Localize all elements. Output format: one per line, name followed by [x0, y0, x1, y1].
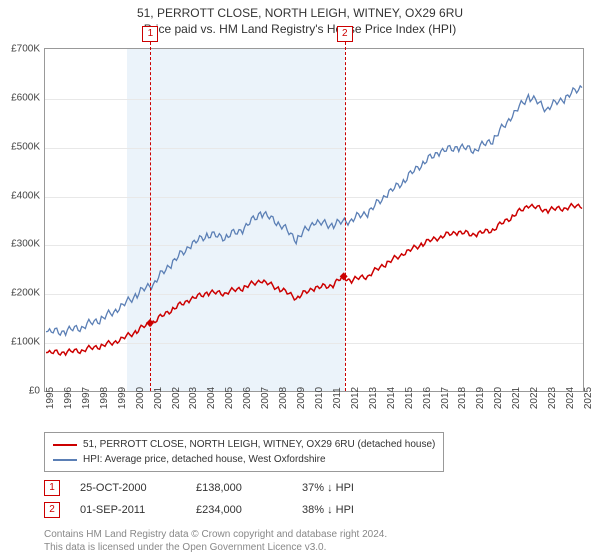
x-tick-label: 2024 [565, 387, 576, 409]
x-tick-label: 2009 [296, 387, 307, 409]
x-tick-label: 2010 [314, 387, 325, 409]
x-tick-label: 2000 [135, 387, 146, 409]
x-tick-label: 2017 [440, 387, 451, 409]
footer-line1: Contains HM Land Registry data © Crown c… [44, 528, 387, 541]
x-tick-label: 2021 [511, 387, 522, 409]
x-tick-label: 2016 [422, 387, 433, 409]
x-tick-label: 2008 [278, 387, 289, 409]
chart-container: 51, PERROTT CLOSE, NORTH LEIGH, WITNEY, … [0, 0, 600, 560]
x-tick-label: 2003 [188, 387, 199, 409]
x-tick-label: 1996 [63, 387, 74, 409]
plot-area: 12 [44, 48, 584, 392]
marker-box: 2 [337, 26, 353, 42]
x-tick-label: 1997 [81, 387, 92, 409]
y-tick-label: £0 [0, 386, 40, 397]
plot-svg [45, 49, 583, 391]
sale-price: £234,000 [196, 504, 296, 516]
x-tick-label: 2023 [547, 387, 558, 409]
sale-row: 1 25-OCT-2000 £138,000 37% ↓ HPI [44, 480, 354, 496]
y-tick-label: £100K [0, 337, 40, 348]
legend-label: HPI: Average price, detached house, West… [83, 452, 326, 467]
x-tick-label: 2004 [206, 387, 217, 409]
sale-date: 25-OCT-2000 [80, 482, 190, 494]
legend-item: 51, PERROTT CLOSE, NORTH LEIGH, WITNEY, … [53, 437, 435, 452]
y-tick-label: £600K [0, 92, 40, 103]
sale-pct: 37% ↓ HPI [302, 482, 354, 494]
legend-swatch [53, 444, 77, 446]
x-tick-label: 2020 [493, 387, 504, 409]
x-tick-label: 2015 [404, 387, 415, 409]
x-tick-label: 2012 [350, 387, 361, 409]
footer-line2: This data is licensed under the Open Gov… [44, 541, 387, 554]
y-tick-label: £300K [0, 239, 40, 250]
title-block: 51, PERROTT CLOSE, NORTH LEIGH, WITNEY, … [0, 0, 600, 37]
y-tick-label: £500K [0, 141, 40, 152]
x-tick-label: 2014 [386, 387, 397, 409]
x-tick-label: 2022 [529, 387, 540, 409]
x-tick-label: 1998 [99, 387, 110, 409]
x-tick-label: 1999 [117, 387, 128, 409]
title-address: 51, PERROTT CLOSE, NORTH LEIGH, WITNEY, … [0, 6, 600, 22]
x-tick-label: 2013 [368, 387, 379, 409]
x-tick-label: 2018 [457, 387, 468, 409]
footer: Contains HM Land Registry data © Crown c… [44, 528, 387, 554]
y-tick-label: £700K [0, 44, 40, 55]
marker-box: 1 [142, 26, 158, 42]
y-tick-label: £400K [0, 190, 40, 201]
x-tick-label: 2025 [583, 387, 594, 409]
x-tick-label: 2006 [242, 387, 253, 409]
sale-row: 2 01-SEP-2011 £234,000 38% ↓ HPI [44, 502, 354, 518]
x-tick-label: 1995 [45, 387, 56, 409]
sale-price: £138,000 [196, 482, 296, 494]
legend-label: 51, PERROTT CLOSE, NORTH LEIGH, WITNEY, … [83, 437, 435, 452]
sale-marker-icon: 2 [44, 502, 60, 518]
x-tick-label: 2002 [171, 387, 182, 409]
legend-swatch [53, 459, 77, 461]
sale-date: 01-SEP-2011 [80, 504, 190, 516]
legend: 51, PERROTT CLOSE, NORTH LEIGH, WITNEY, … [44, 432, 444, 472]
sale-marker-icon: 1 [44, 480, 60, 496]
x-tick-label: 2011 [332, 387, 343, 409]
legend-item: HPI: Average price, detached house, West… [53, 452, 435, 467]
x-tick-label: 2019 [475, 387, 486, 409]
y-tick-label: £200K [0, 288, 40, 299]
x-tick-label: 2005 [224, 387, 235, 409]
title-subtitle: Price paid vs. HM Land Registry's House … [0, 22, 600, 38]
x-tick-label: 2007 [260, 387, 271, 409]
sale-pct: 38% ↓ HPI [302, 504, 354, 516]
x-tick-label: 2001 [153, 387, 164, 409]
